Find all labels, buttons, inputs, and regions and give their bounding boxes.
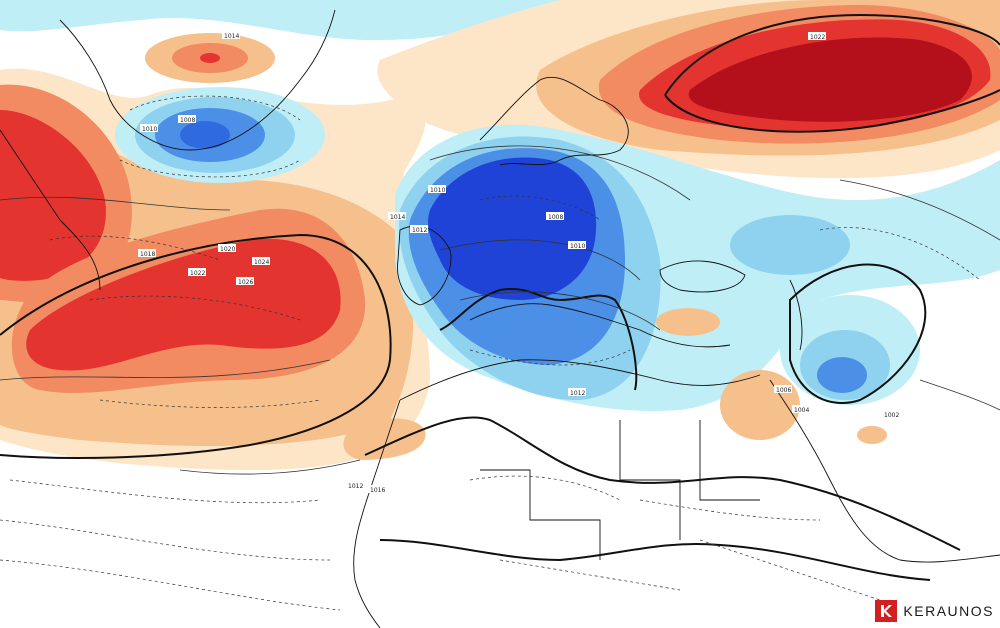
svg-text:1012: 1012 (570, 390, 585, 397)
svg-text:1004: 1004 (794, 407, 809, 414)
isobar-label: 1010 (428, 185, 446, 194)
svg-text:1022: 1022 (190, 270, 205, 277)
isobar-lines (0, 13, 1000, 581)
egypt-warm (720, 370, 800, 440)
svg-text:1016: 1016 (370, 487, 385, 494)
isobar-label: 1020 (218, 244, 236, 253)
mideast-low-mid (817, 357, 867, 393)
europe-low-core (428, 157, 597, 300)
low-anomaly-top (0, 0, 560, 41)
isobar-label: 1008 (546, 212, 564, 221)
svg-text:1010: 1010 (570, 243, 585, 250)
isobar-label: 1014 (222, 31, 240, 40)
svg-text:1010: 1010 (430, 187, 445, 194)
isobar-label: 1008 (178, 115, 196, 124)
isobar-label: 1026 (236, 277, 254, 286)
thin-isobars (0, 145, 1000, 475)
svg-text:1026: 1026 (238, 279, 253, 286)
isobar-label: 1022 (808, 32, 826, 41)
sahara-warm (343, 418, 426, 460)
svg-text:1014: 1014 (224, 33, 239, 40)
scandinavia-high-core (688, 37, 972, 122)
isobar-label: 1002 (882, 410, 900, 419)
coastlines (0, 9, 1000, 628)
svg-text:1012: 1012 (412, 227, 427, 234)
isobar-label: 1012 (410, 225, 428, 234)
libya-warm (656, 308, 720, 336)
greenland-high-core (200, 53, 220, 63)
isobar-label: 1024 (252, 257, 270, 266)
svg-text:1008: 1008 (180, 117, 195, 124)
iceland-low-core (180, 121, 230, 149)
keraunos-branding: KERAUNOS (875, 600, 994, 622)
arabia-warm (857, 426, 887, 444)
isobar-label: 1012 (346, 481, 364, 490)
isobar-label: 1010 (568, 241, 586, 250)
east-low-right (915, 185, 1000, 255)
isobar-label: 1012 (568, 388, 586, 397)
isobar-label: 1014 (388, 212, 406, 221)
svg-text:1014: 1014 (390, 214, 405, 221)
isobar-label: 1018 (138, 249, 156, 258)
svg-text:1018: 1018 (140, 251, 155, 258)
svg-text:1010: 1010 (142, 126, 157, 133)
svg-text:1020: 1020 (220, 246, 235, 253)
high-west-inner (0, 110, 106, 281)
isobar-label: 1016 (368, 485, 386, 494)
isobar-label: 1006 (774, 385, 792, 394)
isobar-labels: 1014 1008 1010 1022 1018 1020 1022 1024 … (138, 31, 900, 494)
svg-text:1012: 1012 (348, 483, 363, 490)
svg-text:1002: 1002 (884, 412, 899, 419)
svg-text:1024: 1024 (254, 259, 269, 266)
brand-name: KERAUNOS (903, 603, 994, 619)
isobar-label: 1010 (140, 124, 158, 133)
dashed-contours (0, 95, 981, 611)
svg-text:1008: 1008 (548, 214, 563, 221)
azores-high-mid (26, 238, 341, 371)
keraunos-logo-icon (875, 600, 898, 622)
isobar-label: 1022 (188, 268, 206, 277)
isobar-label: 1004 (792, 405, 810, 414)
svg-text:1022: 1022 (810, 34, 825, 41)
svg-text:1006: 1006 (776, 387, 791, 394)
east-low-pale (730, 215, 850, 275)
